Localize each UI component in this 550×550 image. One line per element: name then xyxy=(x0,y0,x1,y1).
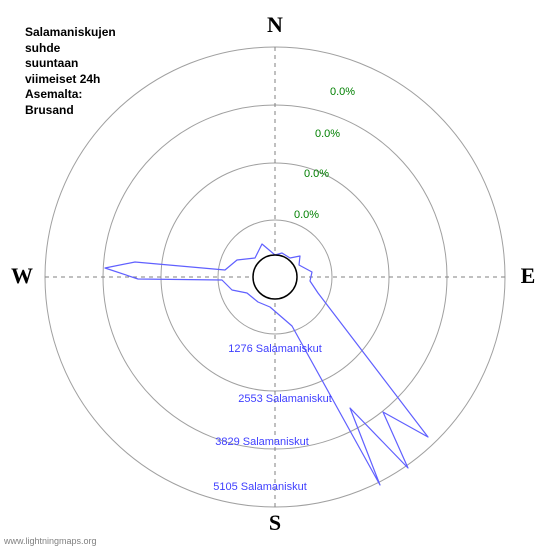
pct-label: 0.0% xyxy=(304,168,329,180)
ring-label: 2553 Salamaniskut xyxy=(238,393,332,405)
ring-label: 1276 Salamaniskut xyxy=(228,343,322,355)
ring-label: 5105 Salamaniskut xyxy=(213,481,307,493)
polar-chart: N E S W 0.0% 0.0% 0.0% 0.0% 1276 Salamanisk… xyxy=(0,0,550,550)
ring-label: 3829 Salamaniskut xyxy=(215,436,309,448)
attribution: www.lightningmaps.org xyxy=(4,536,97,546)
pct-label: 0.0% xyxy=(330,86,355,98)
pct-labels: 0.0% 0.0% 0.0% 0.0% xyxy=(294,86,355,221)
chart-container: Salamaniskujen suhde suuntaan viimeiset … xyxy=(0,0,550,550)
cardinal-e: E xyxy=(521,263,536,288)
cardinal-w: W xyxy=(11,263,33,288)
pct-label: 0.0% xyxy=(294,209,319,221)
pct-label: 0.0% xyxy=(315,128,340,140)
cardinal-s: S xyxy=(269,510,281,535)
cardinal-n: N xyxy=(267,12,283,37)
center-hole xyxy=(253,255,297,299)
